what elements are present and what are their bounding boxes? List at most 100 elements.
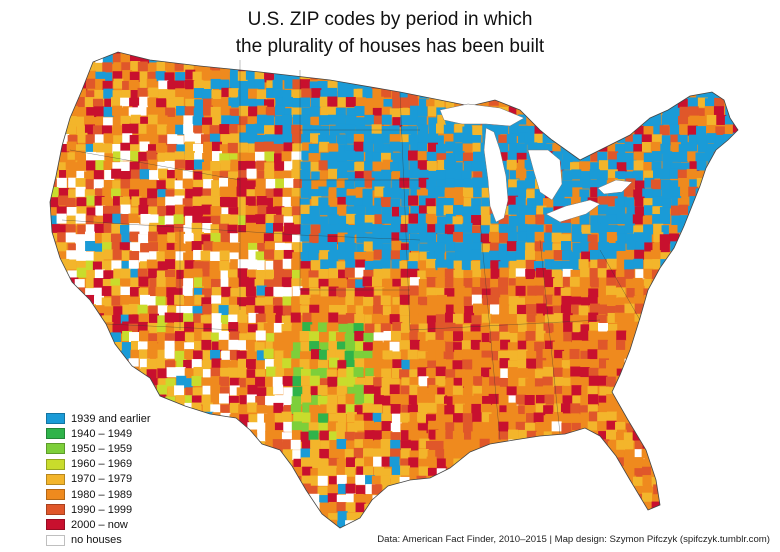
zip-cell bbox=[445, 213, 456, 224]
zip-cell bbox=[605, 449, 616, 460]
zip-cell bbox=[363, 448, 374, 459]
zip-cell bbox=[607, 196, 618, 207]
zip-cell bbox=[688, 439, 699, 450]
zip-cell bbox=[526, 369, 537, 380]
zip-cell bbox=[407, 503, 418, 514]
zip-cell bbox=[192, 268, 203, 279]
zip-cell bbox=[228, 339, 239, 350]
zip-cell bbox=[713, 179, 724, 190]
zip-cell bbox=[562, 414, 573, 425]
zip-cell bbox=[724, 124, 735, 135]
zip-cell bbox=[677, 134, 688, 145]
zip-cell bbox=[499, 232, 510, 243]
zip-cell bbox=[725, 215, 736, 226]
zip-cell bbox=[428, 124, 439, 135]
zip-cell bbox=[380, 495, 391, 506]
zip-cell bbox=[308, 422, 319, 433]
zip-cell bbox=[281, 243, 292, 254]
zip-cell bbox=[596, 304, 607, 315]
zip-cell bbox=[50, 70, 51, 81]
zip-cell bbox=[401, 332, 412, 343]
zip-cell bbox=[291, 332, 302, 343]
zip-cell bbox=[705, 495, 716, 506]
zip-cell bbox=[716, 314, 727, 325]
zip-cell bbox=[50, 150, 60, 161]
zip-cell bbox=[481, 177, 492, 188]
zip-cell bbox=[202, 359, 213, 370]
zip-cell bbox=[616, 339, 627, 350]
zip-cell bbox=[454, 519, 465, 528]
zip-cell bbox=[266, 206, 277, 217]
zip-cell bbox=[705, 430, 716, 441]
zip-cell bbox=[608, 159, 619, 170]
zip-cell bbox=[309, 304, 320, 315]
zip-cell bbox=[147, 144, 158, 155]
zip-cell bbox=[345, 242, 356, 253]
zip-cell bbox=[722, 412, 733, 423]
zip-cell bbox=[320, 90, 331, 101]
zip-cell bbox=[508, 429, 519, 440]
zip-cell bbox=[606, 411, 617, 422]
zip-cell bbox=[301, 107, 312, 118]
zip-cell bbox=[112, 323, 123, 334]
zip-cell bbox=[482, 395, 493, 406]
zip-cell bbox=[722, 178, 733, 189]
zip-cell bbox=[344, 333, 355, 344]
zip-cell bbox=[363, 269, 374, 280]
zip-cell bbox=[443, 124, 454, 135]
zip-cell bbox=[40, 232, 50, 242]
zip-cell bbox=[464, 475, 475, 486]
zip-cell bbox=[409, 339, 420, 350]
zip-cell bbox=[633, 485, 644, 496]
zip-cell bbox=[363, 98, 374, 109]
zip-cell bbox=[482, 422, 493, 433]
zip-cell bbox=[687, 503, 698, 514]
zip-cell bbox=[292, 519, 303, 528]
zip-cell bbox=[239, 333, 250, 344]
zip-cell bbox=[634, 249, 645, 260]
zip-cell bbox=[191, 395, 202, 406]
zip-cell bbox=[227, 224, 238, 235]
zip-cell bbox=[194, 61, 205, 72]
zip-cell bbox=[291, 278, 302, 289]
zip-cell bbox=[517, 340, 528, 351]
zip-cell bbox=[407, 261, 418, 272]
zip-cell bbox=[453, 196, 464, 207]
zip-cell bbox=[391, 493, 402, 504]
zip-cell bbox=[173, 223, 184, 234]
zip-cell bbox=[346, 213, 357, 224]
zip-cell bbox=[373, 268, 384, 279]
zip-cell bbox=[731, 421, 738, 432]
zip-cell bbox=[264, 151, 275, 162]
zip-cell bbox=[400, 385, 411, 396]
zip-cell bbox=[203, 105, 214, 116]
zip-cell bbox=[454, 187, 465, 198]
zip-cell bbox=[419, 251, 430, 262]
zip-cell bbox=[498, 134, 509, 145]
zip-cell bbox=[671, 196, 682, 207]
legend-swatch bbox=[46, 443, 65, 455]
zip-cell bbox=[437, 267, 448, 278]
zip-cell bbox=[327, 114, 338, 125]
zip-cell bbox=[338, 215, 349, 226]
zip-cell bbox=[716, 207, 727, 218]
zip-cell bbox=[561, 260, 572, 271]
zip-cell bbox=[399, 249, 410, 260]
zip-cell bbox=[571, 385, 582, 396]
zip-cell bbox=[401, 196, 412, 207]
zip-cell bbox=[408, 134, 419, 145]
zip-cell bbox=[365, 151, 376, 162]
zip-cell bbox=[527, 78, 538, 89]
zip-cell bbox=[158, 510, 169, 521]
zip-cell bbox=[237, 468, 248, 479]
zip-cell bbox=[607, 70, 618, 81]
zip-cell bbox=[417, 332, 428, 343]
zip-cell bbox=[725, 439, 736, 450]
zip-cell bbox=[336, 494, 347, 505]
zip-cell bbox=[363, 332, 374, 343]
zip-cell bbox=[201, 234, 212, 245]
zip-cell bbox=[158, 168, 169, 179]
zip-cell bbox=[299, 359, 310, 370]
zip-cell bbox=[382, 503, 393, 514]
zip-cell bbox=[263, 323, 274, 334]
